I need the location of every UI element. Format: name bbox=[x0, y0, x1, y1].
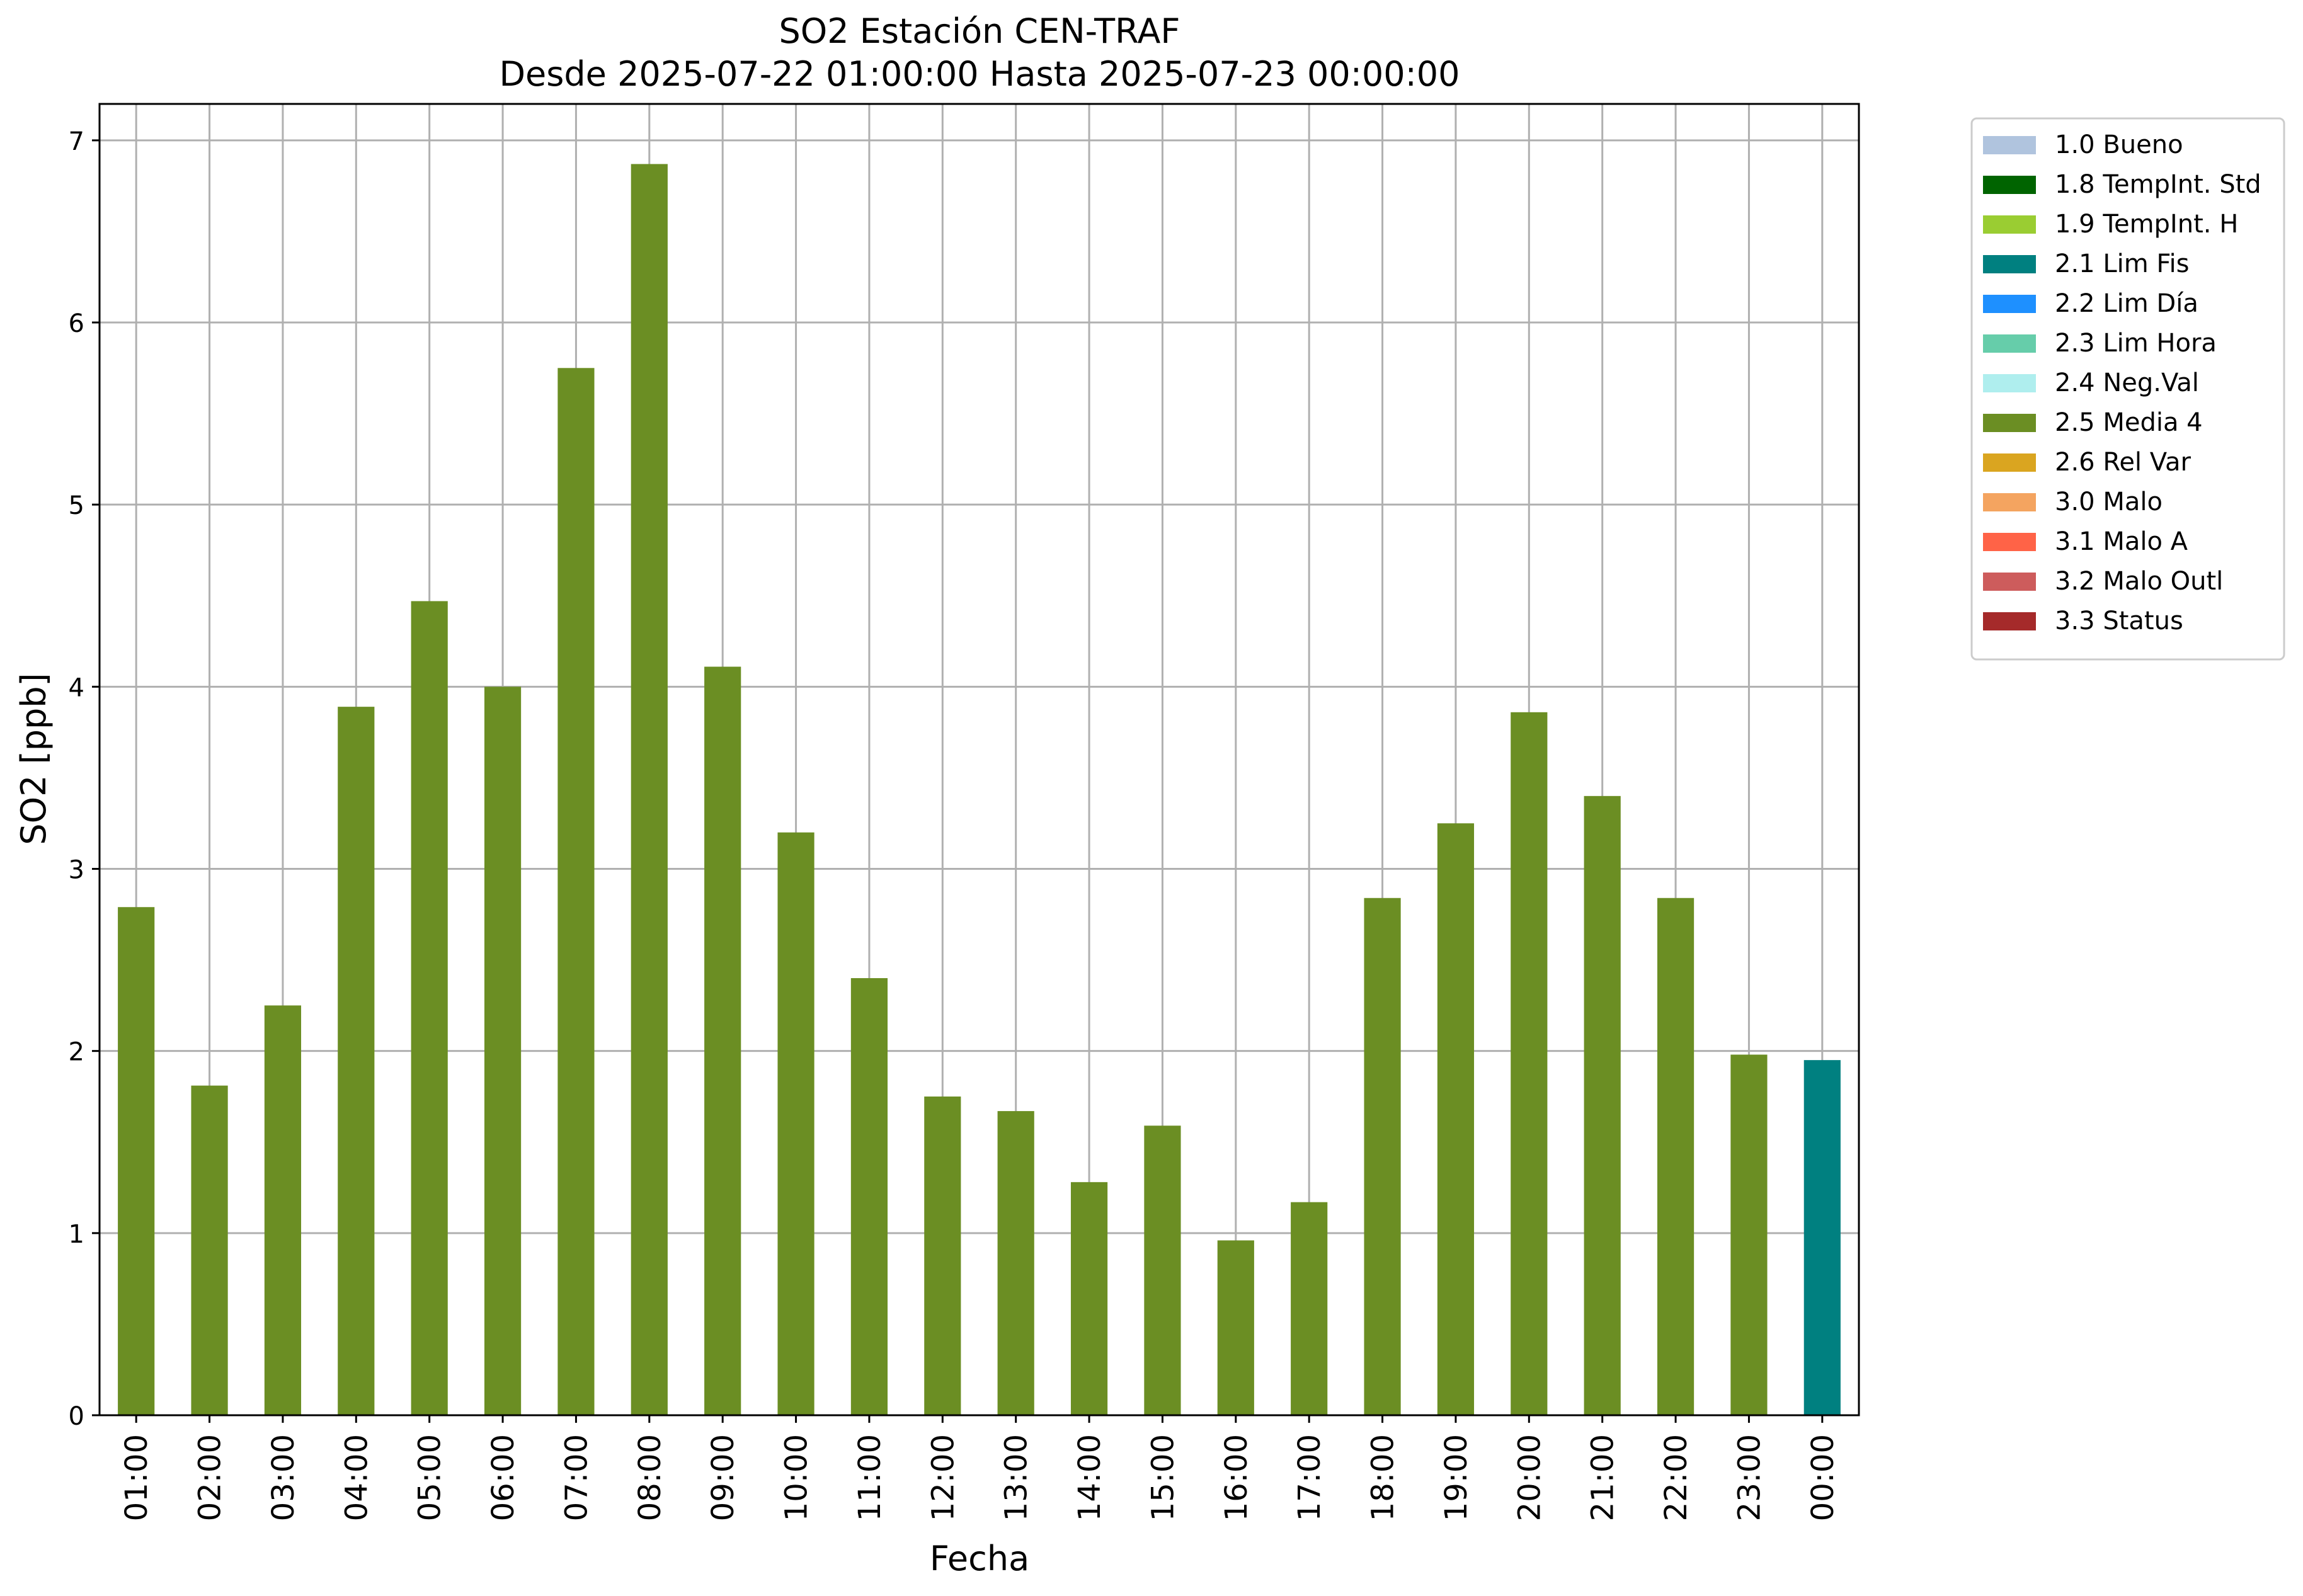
x-tick-label: 04:00 bbox=[339, 1434, 374, 1521]
x-tick-label: 19:00 bbox=[1439, 1434, 1474, 1521]
legend-entry-label: 3.2 Malo Outl bbox=[2055, 567, 2223, 596]
legend-swatch bbox=[1983, 176, 2036, 194]
legend-entry-label: 2.3 Lim Hora bbox=[2055, 329, 2217, 358]
legend-swatch bbox=[1983, 493, 2036, 511]
y-axis-label: SO2 [ppb] bbox=[14, 673, 54, 845]
bar-00:00 bbox=[1803, 1060, 1841, 1415]
x-tick-label: 15:00 bbox=[1145, 1434, 1180, 1521]
y-tick-label: 5 bbox=[69, 491, 84, 520]
legend-swatch bbox=[1983, 334, 2036, 353]
bar-08:00 bbox=[631, 164, 668, 1415]
bar-18:00 bbox=[1364, 898, 1401, 1415]
bar-10:00 bbox=[777, 832, 814, 1415]
x-tick-label: 12:00 bbox=[925, 1434, 961, 1521]
x-tick-label: 22:00 bbox=[1659, 1434, 1694, 1521]
chart-subtitle: Desde 2025-07-22 01:00:00 Hasta 2025-07-… bbox=[499, 54, 1460, 94]
legend-swatch bbox=[1983, 573, 2036, 591]
bar-19:00 bbox=[1437, 823, 1475, 1415]
x-tick-label: 06:00 bbox=[486, 1434, 521, 1521]
x-tick-label: 07:00 bbox=[559, 1434, 594, 1521]
bar-23:00 bbox=[1730, 1054, 1768, 1415]
bar-22:00 bbox=[1657, 898, 1694, 1415]
legend-entry-label: 2.2 Lim Día bbox=[2055, 289, 2198, 318]
x-tick-label: 11:00 bbox=[852, 1434, 888, 1521]
bar-09:00 bbox=[704, 666, 741, 1415]
x-tick-label: 03:00 bbox=[266, 1434, 301, 1521]
legend-swatch bbox=[1983, 215, 2036, 234]
bars bbox=[118, 164, 1841, 1415]
bar-17:00 bbox=[1291, 1202, 1328, 1415]
legend-entry-label: 2.1 Lim Fis bbox=[2055, 249, 2189, 278]
x-tick-label: 10:00 bbox=[779, 1434, 814, 1521]
legend-swatch bbox=[1983, 374, 2036, 392]
y-tick-label: 6 bbox=[69, 309, 84, 338]
x-tick-label: 09:00 bbox=[706, 1434, 741, 1521]
legend-entry-label: 2.6 Rel Var bbox=[2055, 448, 2192, 477]
legend-entry-label: 1.0 Bueno bbox=[2055, 130, 2183, 159]
x-tick-label: 00:00 bbox=[1805, 1434, 1841, 1521]
bar-03:00 bbox=[264, 1005, 302, 1415]
x-tick-label: 01:00 bbox=[119, 1434, 154, 1521]
bar-11:00 bbox=[850, 978, 888, 1415]
x-tick-label: 16:00 bbox=[1219, 1434, 1254, 1521]
x-tick-label: 23:00 bbox=[1732, 1434, 1767, 1521]
x-tick-label: 13:00 bbox=[999, 1434, 1034, 1521]
legend-box bbox=[1970, 117, 2285, 661]
bar-14:00 bbox=[1070, 1182, 1108, 1415]
bar-21:00 bbox=[1584, 795, 1621, 1415]
bar-04:00 bbox=[338, 707, 375, 1415]
x-tick-label: 18:00 bbox=[1366, 1434, 1401, 1521]
chart-title: SO2 Estación CEN-TRAF bbox=[779, 11, 1180, 51]
bar-05:00 bbox=[411, 601, 448, 1415]
legend-entry-label: 3.1 Malo A bbox=[2055, 527, 2188, 556]
legend-entry-label: 1.8 TempInt. Std bbox=[2055, 170, 2261, 199]
legend-swatch bbox=[1983, 136, 2036, 154]
bar-15:00 bbox=[1144, 1126, 1181, 1415]
legend-swatch bbox=[1983, 453, 2036, 472]
legend-entry-label: 3.3 Status bbox=[2055, 607, 2183, 636]
legend-swatch bbox=[1983, 533, 2036, 551]
bar-01:00 bbox=[118, 907, 155, 1415]
y-tick-label: 1 bbox=[69, 1220, 84, 1249]
bar-12:00 bbox=[924, 1096, 961, 1415]
bar-02:00 bbox=[191, 1085, 228, 1415]
x-axis-label: Fecha bbox=[930, 1539, 1029, 1578]
y-tick-label: 4 bbox=[69, 673, 84, 702]
bar-16:00 bbox=[1217, 1240, 1254, 1415]
axes: 0 1 2 3 4 5 6 7 01:00 02:00 03:00 04:00 05:00 06:00 07… bbox=[69, 103, 1860, 1521]
bar-20:00 bbox=[1511, 712, 1548, 1415]
x-tick-label: 21:00 bbox=[1586, 1434, 1621, 1521]
legend-swatch bbox=[1983, 414, 2036, 432]
x-tick-label: 02:00 bbox=[193, 1434, 228, 1521]
x-tick-label: 05:00 bbox=[413, 1434, 448, 1521]
y-tick-label: 0 bbox=[69, 1402, 84, 1431]
bar-07:00 bbox=[557, 368, 595, 1415]
x-tick-label: 17:00 bbox=[1292, 1434, 1327, 1521]
x-tick-label: 14:00 bbox=[1072, 1434, 1107, 1521]
plot-frame bbox=[98, 103, 1860, 1416]
legend-swatch bbox=[1983, 612, 2036, 630]
y-tick-label: 3 bbox=[69, 856, 84, 885]
legend-swatch bbox=[1983, 255, 2036, 273]
legend: 1.0 Bueno 1.8 TempInt. Std 1.9 TempInt. H 2… bbox=[1970, 117, 2285, 661]
legend-entry-label: 2.4 Neg.Val bbox=[2055, 368, 2199, 397]
bar-06:00 bbox=[484, 687, 522, 1415]
x-tick-label: 20:00 bbox=[1512, 1434, 1547, 1521]
x-tick-label: 08:00 bbox=[632, 1434, 668, 1521]
y-tick-label: 2 bbox=[69, 1038, 84, 1067]
legend-entry-label: 1.9 TempInt. H bbox=[2055, 210, 2238, 239]
legend-swatch bbox=[1983, 295, 2036, 313]
legend-entry-label: 2.5 Media 4 bbox=[2055, 408, 2203, 437]
bar-13:00 bbox=[997, 1111, 1034, 1415]
legend-entry-label: 3.0 Malo bbox=[2055, 487, 2163, 516]
y-tick-label: 7 bbox=[69, 127, 84, 156]
